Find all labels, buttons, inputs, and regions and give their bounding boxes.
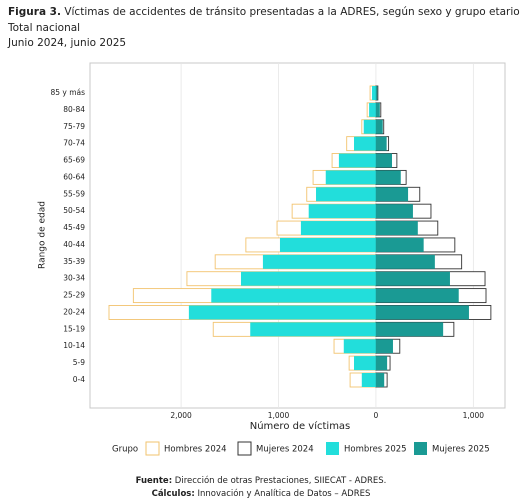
y-tick-label: 30-34 [63,274,85,283]
bar [375,254,435,269]
bar [375,373,385,387]
footer-bold: Fuente: [136,476,172,486]
bar [343,339,376,354]
bar [250,322,376,337]
bar [375,153,392,168]
footer: Fuente: Dirección de otras Prestaciones,… [136,475,387,486]
bar [354,136,376,151]
bar [375,102,380,117]
bar [279,237,376,252]
y-tick-label: 10-14 [63,341,85,350]
subtitle: Total nacional [7,22,80,34]
bar [325,170,376,185]
y-tick-label: 15-19 [63,324,85,333]
subtitle: Junio 2024, junio 2025 [7,37,126,49]
y-tick-label: 25-29 [63,291,85,300]
bar [375,221,418,236]
bar [375,288,459,303]
y-tick-label: 60-64 [63,172,85,181]
bar [262,254,376,269]
bar [375,339,393,354]
legend-title: Grupo [112,445,138,455]
bar [375,204,413,219]
x-tick-label: 1,000 [463,411,485,420]
bar [363,119,376,134]
bar [354,356,376,371]
bar [300,221,376,236]
bar [316,187,376,202]
y-tick-label: 75-79 [63,122,85,131]
bar [372,86,376,100]
y-tick-label: 35-39 [63,257,85,266]
bar [375,170,401,185]
bar [369,102,376,117]
footer-bold: Cálculos: [152,489,195,499]
y-tick-label: 85 y más [50,88,85,97]
y-tick-label: 65-69 [63,156,85,165]
y-tick-label: 20-24 [63,307,85,316]
title-bold: Figura 3. [8,6,61,18]
x-tick-label: 0 [374,411,379,420]
bar [375,305,469,320]
footer: Cálculos: Innovación y Analítica de Dato… [152,488,371,499]
bar [211,288,376,303]
chart-title: Figura 3. Víctimas de accidentes de trán… [8,6,520,18]
y-tick-label: 55-59 [63,189,85,198]
x-tick-label: 1,000 [268,411,290,420]
y-axis-label: Rango de edad [38,201,48,269]
bar [375,356,388,371]
legend-swatch [414,442,427,455]
bar [375,136,387,151]
footer-text: Innovación y Analítica de Datos – ADRES [197,488,370,499]
y-tick-label: 80-84 [63,105,85,114]
title-text: Víctimas de accidentes de tránsito prese… [64,6,519,18]
bar [308,204,376,219]
legend-label: Hombres 2024 [164,445,227,455]
bar [375,322,444,337]
y-tick-label: 45-49 [63,223,85,232]
y-tick-label: 0-4 [73,375,85,384]
bar [188,305,376,320]
legend-swatch [145,441,160,456]
y-tick-label: 70-74 [63,139,85,148]
bar [375,271,450,286]
legend-label: Hombres 2025 [344,445,407,455]
bar [375,237,424,252]
x-axis-label: Número de víctimas [250,420,351,432]
bar [361,373,376,387]
legend-label: Mujeres 2024 [256,445,314,455]
x-tick-label: 2,000 [170,411,192,420]
legend-swatch [237,441,252,456]
bar [375,119,383,134]
footer-text: Dirección de otras Prestaciones, SIIECAT… [175,475,387,486]
bar [375,187,409,202]
bar [375,86,378,100]
bar [338,153,376,168]
bar [240,271,376,286]
legend-label: Mujeres 2025 [432,445,490,455]
legend-swatch [326,442,339,455]
y-tick-label: 50-54 [63,206,85,215]
y-tick-label: 5-9 [73,358,85,367]
y-tick-label: 40-44 [63,240,85,249]
